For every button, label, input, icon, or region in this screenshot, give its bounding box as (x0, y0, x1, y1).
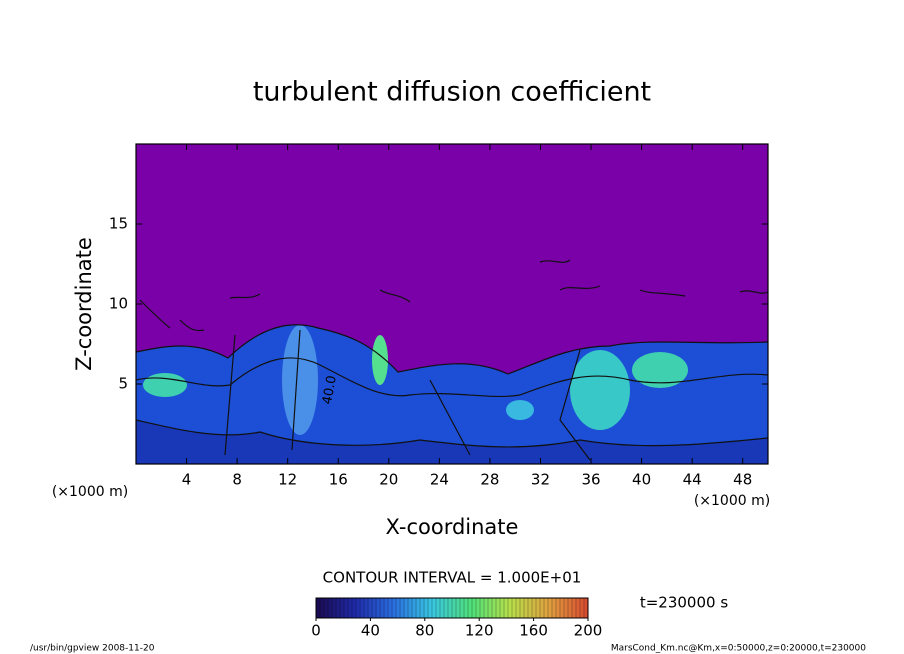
x-unit-label: (×1000 m) (52, 484, 128, 500)
field-region (506, 400, 534, 420)
time-label: t=230000 s (640, 594, 728, 612)
x-tick-label: 8 (232, 471, 242, 489)
x-tick-label: 48 (733, 471, 752, 489)
footer-right: MarsCond_Km.nc@Km,x=0:50000,z=0:20000,t=… (611, 644, 866, 654)
colorbar-tick-label: 200 (574, 622, 603, 640)
contour-field (136, 144, 768, 464)
colorbar-tick-label: 40 (361, 622, 380, 640)
y-tick-label: 10 (109, 295, 128, 313)
contour-line (224, 329, 591, 461)
footer-left: /usr/bin/gpview 2008-11-20 (30, 644, 155, 654)
contour-interval: CONTOUR INTERVAL = 1.000E+01 (323, 569, 582, 587)
x-tick-label: 16 (329, 471, 348, 489)
chart-title: turbulent diffusion coefficient (253, 77, 651, 108)
x-tick-label: 32 (531, 471, 550, 489)
y-axis-label: Z-coordinate (72, 237, 96, 371)
y-tick-label: 5 (118, 375, 128, 393)
x-tick-label: 24 (430, 471, 449, 489)
y-tick-label: 15 (109, 215, 128, 233)
contour-line (136, 324, 768, 375)
x-tick-label: 40 (632, 471, 651, 489)
field-region (136, 420, 768, 464)
x-unit-label: (×1000 m) (694, 493, 770, 509)
colorbar-tick-label: 0 (311, 622, 321, 640)
contour-line (136, 419, 768, 448)
colorbar-tick-label: 120 (465, 622, 494, 640)
field-region (372, 335, 388, 385)
field-region (570, 350, 630, 430)
x-tick-label: 20 (379, 471, 398, 489)
field-region (282, 325, 318, 435)
colorbar-tick-label: 160 (519, 622, 548, 640)
contour-line (136, 357, 768, 398)
x-axis-label: X-coordinate (386, 515, 519, 539)
x-tick-label: 28 (480, 471, 499, 489)
field-region (143, 373, 187, 397)
x-tick-label: 36 (581, 471, 600, 489)
x-tick-label: 4 (182, 471, 192, 489)
colorbar-tick-label: 80 (415, 622, 434, 640)
contour-label: 40.0 (320, 374, 340, 405)
field-region (632, 352, 688, 388)
contour-line (139, 259, 768, 332)
x-tick-label: 44 (683, 471, 702, 489)
x-tick-label: 12 (278, 471, 297, 489)
